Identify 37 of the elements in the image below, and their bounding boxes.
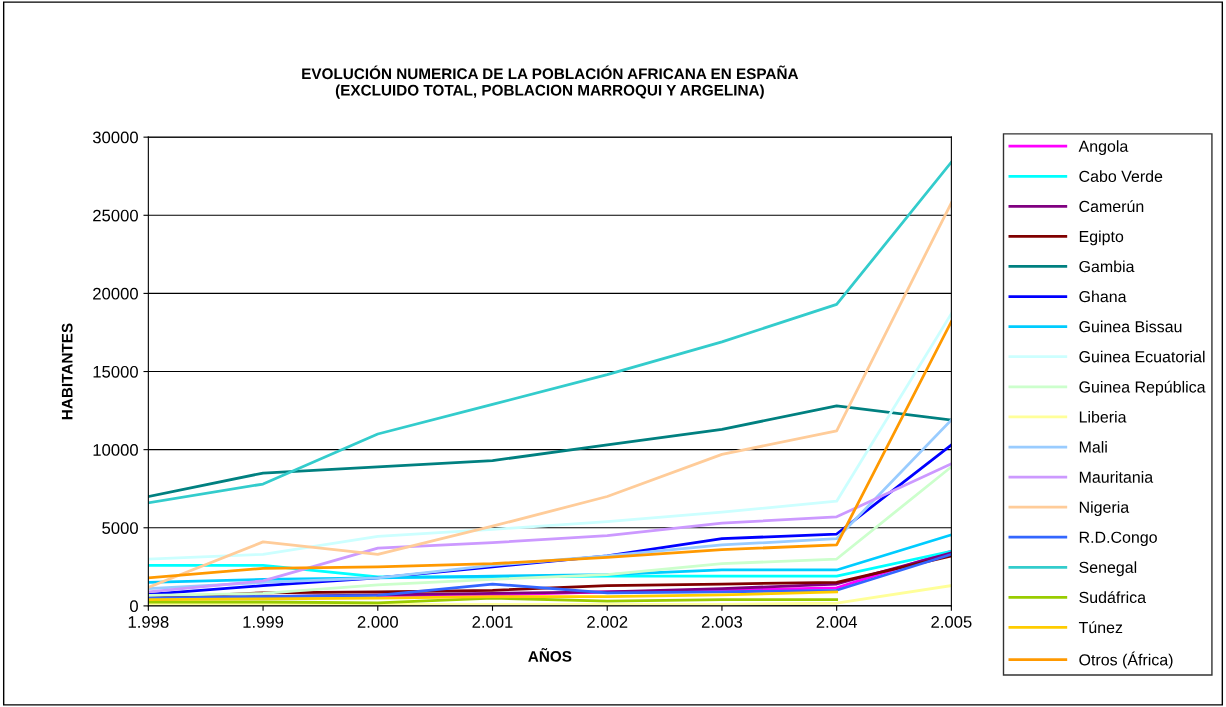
y-tick-label: 5000 [102,522,138,534]
y-axis-title: HABITANTES [61,323,73,420]
legend-label: Guinea República [1079,380,1206,396]
x-axis-title: AÑOS [528,648,572,662]
x-tick-label: 1.998 [128,616,169,628]
legend-label: Guinea Bissau [1079,320,1182,333]
y-tick-label: 10000 [93,444,138,456]
x-tick-label: 2.000 [357,616,398,628]
legend-label: Túnez [1078,621,1123,634]
legend-label: Mauritania [1079,471,1154,483]
x-tick-label: 2.005 [931,616,972,628]
legend-label: Egipto [1079,230,1124,246]
legend-label: Cabo Verde [1079,170,1163,183]
legend-label: Ghana [1079,290,1127,303]
y-tick-label: 0 [130,600,138,613]
x-tick-label: 2.002 [587,616,628,628]
y-tick-label: 25000 [93,209,138,222]
x-tick-label: 2.001 [472,616,513,628]
legend-label: Sudáfrica [1079,591,1147,604]
chart-title: EVOLUCIÓN NUMERICA DE LA POBLACIÓN AFRICANA EN ESPAÑA (EXCLUIDO TOTAL, POBLACION MARROQUI Y ARGELINA) [302,65,799,99]
y-tick-label: 20000 [93,287,138,300]
legend-label: Mali [1079,441,1107,453]
legend-label: Camerún [1079,200,1144,213]
line-series [148,590,839,602]
y-tick-label: 30000 [92,131,138,144]
legend-label: Senegal [1079,561,1137,577]
x-tick-label: 2.004 [816,616,858,628]
legend-label: Guinea Ecuatorial [1079,350,1205,363]
x-tick-label: 2.003 [701,616,743,628]
legend-label: R.D.Congo [1079,531,1157,547]
x-tick-label: 1.999 [243,616,284,628]
legend-label: Otros (África) [1079,651,1173,669]
legend-label: Angola [1078,140,1129,156]
y-tick-label: 15000 [93,365,138,378]
legend-label: Liberia [1079,410,1127,423]
legend-label: Nigeria [1079,501,1130,517]
legend-label: Gambia [1079,260,1135,273]
